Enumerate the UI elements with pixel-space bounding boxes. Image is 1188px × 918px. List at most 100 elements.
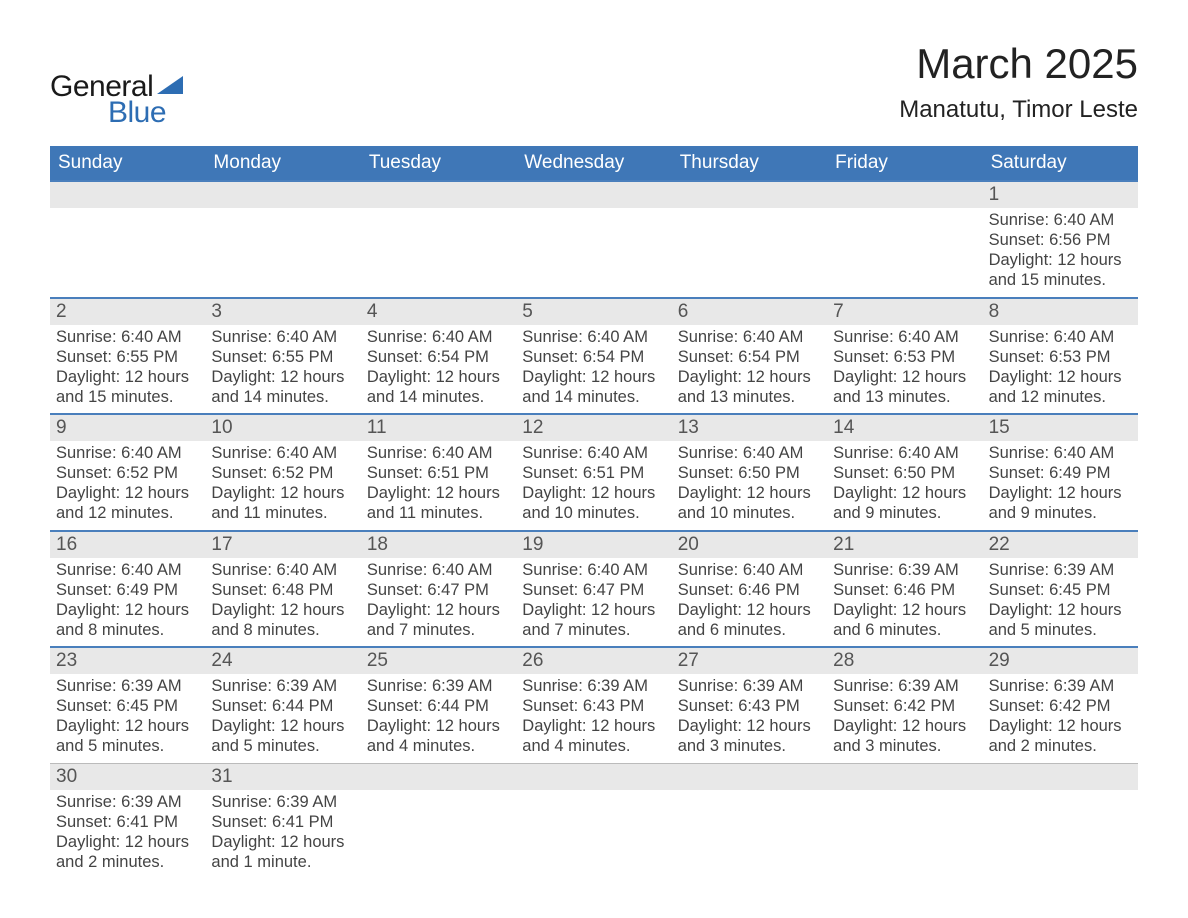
sunset-line: Sunset: 6:56 PM	[989, 230, 1132, 250]
day-cell: Sunrise: 6:39 AMSunset: 6:42 PMDaylight:…	[983, 674, 1138, 763]
sunrise-line: Sunrise: 6:40 AM	[678, 443, 821, 463]
day-cell: Sunrise: 6:40 AMSunset: 6:51 PMDaylight:…	[516, 441, 671, 530]
day-cell: Sunrise: 6:40 AMSunset: 6:49 PMDaylight:…	[983, 441, 1138, 530]
day-cell-empty	[827, 790, 982, 879]
sunrise-line: Sunrise: 6:39 AM	[989, 560, 1132, 580]
day-number	[516, 182, 671, 208]
day-cell: Sunrise: 6:39 AMSunset: 6:43 PMDaylight:…	[672, 674, 827, 763]
logo: General Blue	[50, 70, 183, 130]
sunset-line: Sunset: 6:45 PM	[56, 696, 199, 716]
daylight-line: Daylight: 12 hours and 10 minutes.	[678, 483, 821, 523]
day-number	[516, 764, 671, 790]
daylight-line: Daylight: 12 hours and 9 minutes.	[989, 483, 1132, 523]
day-number: 3	[205, 299, 360, 325]
sunset-line: Sunset: 6:43 PM	[678, 696, 821, 716]
day-number: 29	[983, 648, 1138, 674]
day-cell: Sunrise: 6:40 AMSunset: 6:53 PMDaylight:…	[827, 325, 982, 414]
daylight-line: Daylight: 12 hours and 5 minutes.	[211, 716, 354, 756]
daylight-line: Daylight: 12 hours and 7 minutes.	[522, 600, 665, 640]
calendar-grid: Sunday Monday Tuesday Wednesday Thursday…	[50, 146, 1138, 878]
daylight-line: Daylight: 12 hours and 8 minutes.	[211, 600, 354, 640]
sunset-line: Sunset: 6:52 PM	[211, 463, 354, 483]
sunrise-line: Sunrise: 6:39 AM	[833, 560, 976, 580]
daylight-line: Daylight: 12 hours and 12 minutes.	[989, 367, 1132, 407]
day-number: 11	[361, 415, 516, 441]
day-number: 15	[983, 415, 1138, 441]
day-cell: Sunrise: 6:40 AMSunset: 6:54 PMDaylight:…	[672, 325, 827, 414]
day-cell: Sunrise: 6:39 AMSunset: 6:45 PMDaylight:…	[50, 674, 205, 763]
calendar-week: 23242526272829Sunrise: 6:39 AMSunset: 6:…	[50, 646, 1138, 763]
day-cell: Sunrise: 6:39 AMSunset: 6:42 PMDaylight:…	[827, 674, 982, 763]
day-number-strip: 2345678	[50, 299, 1138, 325]
sunset-line: Sunset: 6:42 PM	[989, 696, 1132, 716]
sunrise-line: Sunrise: 6:40 AM	[833, 327, 976, 347]
day-cell-empty	[361, 790, 516, 879]
sunset-line: Sunset: 6:55 PM	[211, 347, 354, 367]
calendar-week: 16171819202122Sunrise: 6:40 AMSunset: 6:…	[50, 530, 1138, 647]
day-number: 26	[516, 648, 671, 674]
daylight-line: Daylight: 12 hours and 3 minutes.	[833, 716, 976, 756]
daylight-line: Daylight: 12 hours and 6 minutes.	[678, 600, 821, 640]
day-cell: Sunrise: 6:39 AMSunset: 6:41 PMDaylight:…	[205, 790, 360, 879]
day-number: 14	[827, 415, 982, 441]
sunset-line: Sunset: 6:54 PM	[367, 347, 510, 367]
day-cell: Sunrise: 6:40 AMSunset: 6:46 PMDaylight:…	[672, 558, 827, 647]
day-cell-empty	[983, 790, 1138, 879]
day-body-row: Sunrise: 6:40 AM Sunset: 6:52 PM Daylight:…	[50, 441, 1138, 530]
dow-tuesday: Tuesday	[361, 146, 516, 180]
day-cell: Sunrise: 6:39 AMSunset: 6:44 PMDaylight:…	[361, 674, 516, 763]
sunset-line: Sunset: 6:41 PM	[56, 812, 199, 832]
sunset-line: Sunset: 6:44 PM	[367, 696, 510, 716]
day-body-row: Sunrise: 6:39 AMSunset: 6:45 PMDaylight:…	[50, 674, 1138, 763]
day-number	[672, 182, 827, 208]
daylight-line: Daylight: 12 hours and 3 minutes.	[678, 716, 821, 756]
day-of-week-header: Sunday Monday Tuesday Wednesday Thursday…	[50, 146, 1138, 180]
sunset-line: Sunset: 6:46 PM	[678, 580, 821, 600]
daylight-line: Daylight: 12 hours and 14 minutes.	[367, 367, 510, 407]
day-number: 25	[361, 648, 516, 674]
day-cell: Sunrise: 6:40 AMSunset: 6:54 PMDaylight:…	[516, 325, 671, 414]
day-number: 23	[50, 648, 205, 674]
day-body-row: Sunrise: 6:39 AMSunset: 6:41 PMDaylight:…	[50, 790, 1138, 879]
day-number-strip: 3031	[50, 764, 1138, 790]
day-number: 13	[672, 415, 827, 441]
day-number: 6	[672, 299, 827, 325]
day-number: 21	[827, 532, 982, 558]
day-number: 22	[983, 532, 1138, 558]
sunrise-line: Sunrise: 6:40 AM	[367, 327, 510, 347]
dow-wednesday: Wednesday	[516, 146, 671, 180]
logo-triangle-icon	[157, 76, 183, 94]
day-number-strip: 23242526272829	[50, 648, 1138, 674]
day-number: 28	[827, 648, 982, 674]
sunset-line: Sunset: 6:47 PM	[522, 580, 665, 600]
title-block: March 2025 Manatutu, Timor Leste	[899, 40, 1138, 124]
daylight-line: Daylight: 12 hours and 2 minutes.	[989, 716, 1132, 756]
daylight-line: Daylight: 12 hours and 15 minutes.	[989, 250, 1132, 290]
day-cell-empty	[672, 208, 827, 297]
daylight-line: Daylight: 12 hours and 13 minutes.	[833, 367, 976, 407]
sunrise-line: Sunrise: 6:39 AM	[522, 676, 665, 696]
day-number: 31	[205, 764, 360, 790]
daylight-line: Daylight: 12 hours and 5 minutes.	[56, 716, 199, 756]
day-cell: Sunrise: 6:39 AMSunset: 6:44 PMDaylight:…	[205, 674, 360, 763]
day-cell-empty	[516, 790, 671, 879]
day-number	[827, 764, 982, 790]
day-number-strip: 9101112131415	[50, 415, 1138, 441]
day-cell: Sunrise: 6:40 AMSunset: 6:51 PMDaylight:…	[361, 441, 516, 530]
calendar-week: 9101112131415Sunrise: 6:40 AMSunset: 6:5…	[50, 413, 1138, 530]
header: General Blue March 2025 Manatutu, Timor …	[50, 40, 1138, 130]
day-number: 16	[50, 532, 205, 558]
dow-friday: Friday	[827, 146, 982, 180]
day-cell-empty	[516, 208, 671, 297]
daylight-line: Daylight: 12 hours and 1 minute.	[211, 832, 354, 872]
sunset-line: Sunset: 6:41 PM	[211, 812, 354, 832]
day-cell: Sunrise: 6:40 AMSunset: 6:56 PMDaylight:…	[983, 208, 1138, 297]
sunset-line: Sunset: 6:45 PM	[989, 580, 1132, 600]
day-cell: Sunrise: 6:39 AMSunset: 6:46 PMDaylight:…	[827, 558, 982, 647]
sunrise-line: Sunrise: 6:39 AM	[211, 676, 354, 696]
sunrise-line: Sunrise: 6:40 AM	[833, 443, 976, 463]
day-cell: Sunrise: 6:40 AMSunset: 6:52 PMDaylight:…	[50, 441, 205, 530]
day-cell: Sunrise: 6:40 AMSunset: 6:55 PMDaylight:…	[205, 325, 360, 414]
day-number	[827, 182, 982, 208]
daylight-line: Daylight: 12 hours and 13 minutes.	[678, 367, 821, 407]
